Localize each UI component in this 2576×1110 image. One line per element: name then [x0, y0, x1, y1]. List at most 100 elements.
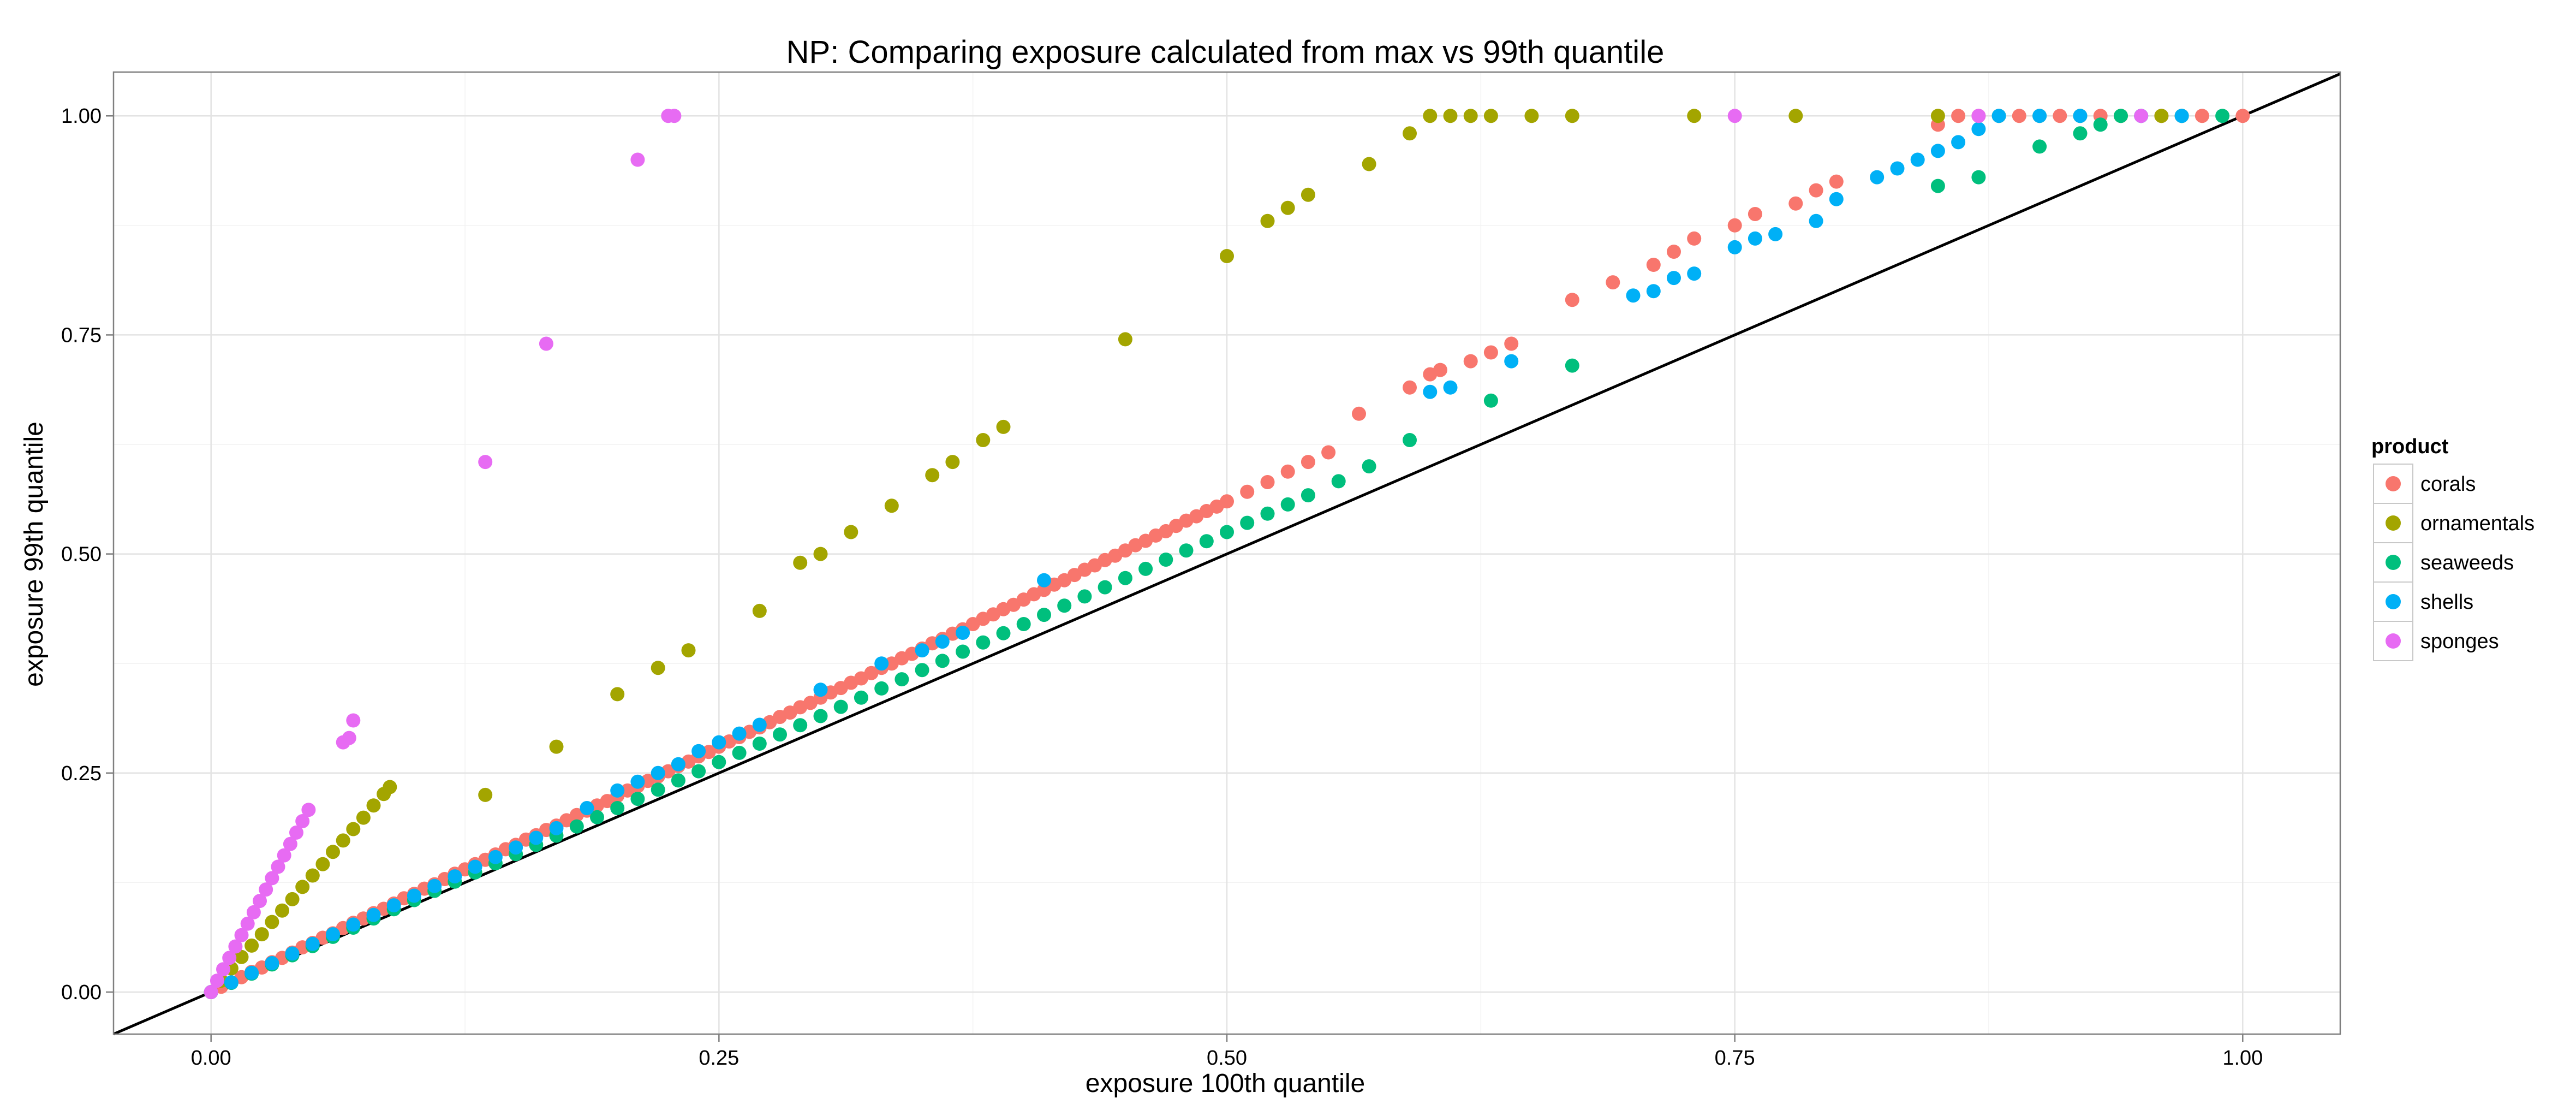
data-point-sponges — [265, 871, 279, 886]
data-point-shells — [529, 830, 544, 845]
data-point-seaweeds — [1260, 506, 1275, 521]
data-point-ornamentals — [996, 419, 1011, 434]
data-point-shells — [427, 878, 442, 893]
data-point-shells — [509, 840, 523, 855]
data-point-corals — [2235, 109, 2250, 123]
data-point-seaweeds — [874, 681, 889, 696]
legend-item-seaweeds: seaweeds — [2373, 542, 2514, 583]
data-point-corals — [1829, 174, 1844, 189]
data-point-ornamentals — [315, 857, 330, 871]
data-point-corals — [1280, 464, 1295, 479]
y-tick-label: 1.00 — [61, 105, 102, 128]
data-point-ornamentals — [478, 787, 493, 802]
data-point-ornamentals — [295, 880, 310, 894]
data-point-corals — [1687, 231, 1702, 246]
data-point-shells — [1687, 266, 1702, 281]
y-tick-label: 0.25 — [61, 762, 102, 785]
data-point-ornamentals — [752, 603, 767, 618]
data-point-sponges — [342, 731, 356, 745]
data-point-shells — [610, 783, 625, 798]
data-point-sponges — [222, 951, 237, 965]
data-point-corals — [1433, 363, 1447, 377]
data-point-shells — [1890, 161, 1905, 176]
data-point-shells — [1971, 122, 1986, 136]
data-point-ornamentals — [285, 892, 300, 906]
data-point-ornamentals — [1423, 109, 1438, 123]
data-point-seaweeds — [2032, 139, 2047, 154]
data-point-seaweeds — [732, 745, 747, 760]
data-point-shells — [671, 757, 685, 771]
data-point-sponges — [210, 974, 224, 988]
data-point-seaweeds — [2073, 126, 2088, 141]
data-point-shells — [1727, 240, 1742, 254]
data-point-ornamentals — [1463, 109, 1478, 123]
data-point-ornamentals — [346, 822, 361, 836]
data-point-seaweeds — [956, 644, 970, 659]
data-point-shells — [1667, 271, 1681, 286]
data-point-seaweeds — [773, 727, 787, 742]
data-point-ornamentals — [681, 643, 696, 658]
data-point-seaweeds — [1098, 580, 1112, 595]
data-point-ornamentals — [1301, 187, 1315, 202]
data-point-shells — [285, 946, 300, 961]
data-point-sponges — [259, 882, 273, 897]
data-point-sponges — [289, 825, 303, 840]
x-axis-title: exposure 100th quantile — [1086, 1069, 1365, 1098]
data-point-shells — [1748, 231, 1762, 246]
data-point-ornamentals — [366, 798, 381, 813]
data-point-corals — [2195, 109, 2209, 123]
data-point-shells — [1626, 288, 1641, 303]
legend-label: seaweeds — [2420, 551, 2514, 574]
data-point-sponges — [478, 455, 493, 470]
data-point-sponges — [228, 939, 243, 954]
data-point-sponges — [539, 336, 553, 351]
data-point-seaweeds — [1057, 598, 1072, 613]
data-point-seaweeds — [1077, 589, 1092, 604]
data-point-shells — [407, 888, 421, 903]
data-point-shells — [1870, 170, 1885, 185]
data-point-shells — [691, 744, 706, 758]
data-point-ornamentals — [1443, 109, 1458, 123]
data-point-corals — [1565, 293, 1579, 307]
data-point-ornamentals — [925, 468, 940, 483]
data-point-seaweeds — [1331, 474, 1346, 489]
data-point-sponges — [253, 894, 267, 909]
data-point-shells — [366, 907, 381, 922]
legend-key-point — [2386, 633, 2401, 649]
data-point-seaweeds — [590, 810, 604, 824]
data-point-ornamentals — [265, 915, 279, 929]
data-point-corals — [1220, 494, 1234, 509]
data-point-ornamentals — [844, 525, 858, 539]
data-points — [204, 109, 2250, 999]
data-point-seaweeds — [793, 718, 808, 733]
data-point-seaweeds — [1179, 543, 1194, 558]
series-sponges — [204, 109, 2149, 999]
data-point-seaweeds — [1565, 358, 1579, 373]
data-point-ornamentals — [356, 810, 371, 825]
data-point-seaweeds — [610, 801, 625, 815]
data-point-corals — [1606, 275, 1620, 290]
legend-label: shells — [2420, 591, 2473, 614]
data-point-shells — [1768, 227, 1783, 241]
data-point-ornamentals — [1118, 332, 1132, 347]
data-point-shells — [386, 898, 401, 913]
data-point-shells — [468, 859, 482, 874]
legend: product corals ornamentals seaweeds shells s… — [2371, 435, 2535, 661]
legend-label: ornamentals — [2420, 512, 2535, 535]
data-point-ornamentals — [1930, 109, 1945, 123]
data-point-seaweeds — [691, 764, 706, 779]
data-point-sponges — [667, 109, 682, 123]
data-point-sponges — [246, 905, 261, 919]
data-point-ornamentals — [1403, 126, 1417, 141]
data-point-corals — [1809, 183, 1823, 198]
legend-item-corals: corals — [2373, 464, 2476, 504]
data-point-corals — [1748, 207, 1762, 221]
data-point-ornamentals — [275, 903, 289, 918]
data-point-shells — [1037, 573, 1051, 587]
data-point-shells — [732, 726, 747, 741]
data-point-ornamentals — [793, 555, 808, 570]
data-point-seaweeds — [2215, 109, 2230, 123]
data-point-corals — [1483, 345, 1498, 360]
data-point-shells — [1443, 380, 1458, 395]
